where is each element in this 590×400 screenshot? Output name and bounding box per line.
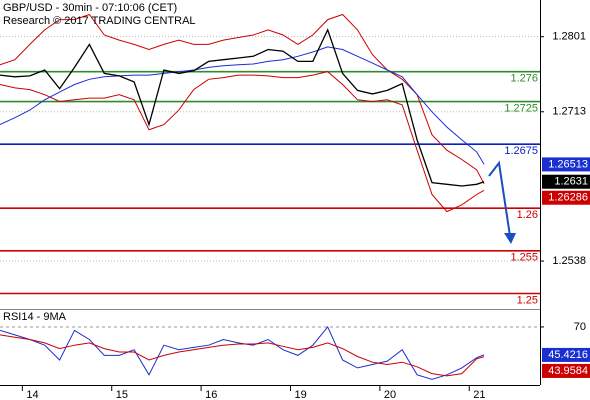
last-value-label: 45.4216 — [548, 349, 588, 361]
last-value-box — [542, 347, 590, 362]
y-tick-label: 1.2713 — [552, 106, 586, 118]
chart-title: GBP/USD - 30min - 07:10:06 (CET) — [3, 2, 177, 14]
chart-subtitle: Research © 2017 TRADING CENTRAL — [3, 15, 196, 27]
last-value-box — [542, 363, 590, 378]
last-value-label: 43.9584 — [548, 365, 588, 377]
last-value-label: 1.26286 — [548, 192, 588, 204]
level-label: 1.25 — [517, 294, 538, 306]
y-tick-label: 70 — [574, 321, 586, 333]
x-tick-label: 15 — [116, 389, 128, 400]
level-label: 1.26 — [517, 209, 538, 221]
forecast-arrow — [488, 160, 511, 237]
level-label: 1.276 — [510, 73, 538, 85]
series-line — [0, 28, 485, 187]
x-tick-label: 19 — [294, 389, 306, 400]
x-tick-label: 21 — [473, 389, 485, 400]
series-line — [0, 13, 485, 185]
series-line — [0, 334, 485, 377]
last-value-box — [542, 190, 590, 205]
series-line — [0, 71, 485, 213]
last-value-box — [542, 174, 590, 189]
level-label: 1.2725 — [504, 102, 538, 114]
level-label: 1.255 — [510, 252, 538, 264]
last-value-label: 1.26513 — [548, 158, 588, 170]
x-tick-label: 20 — [384, 389, 396, 400]
last-value-box — [542, 157, 590, 172]
forecast-arrowhead — [504, 233, 516, 244]
series-line — [0, 46, 485, 165]
indicator-title: RSI14 - 9MA — [3, 311, 67, 323]
plot-area — [0, 13, 540, 380]
last-value-label: 1.2631 — [554, 176, 588, 188]
x-tick-label: 14 — [26, 389, 38, 400]
y-tick-label: 1.2801 — [552, 31, 586, 43]
x-tick-label: 16 — [205, 389, 217, 400]
y-tick-label: 1.2538 — [552, 255, 586, 267]
level-label: 1.2675 — [504, 145, 538, 157]
